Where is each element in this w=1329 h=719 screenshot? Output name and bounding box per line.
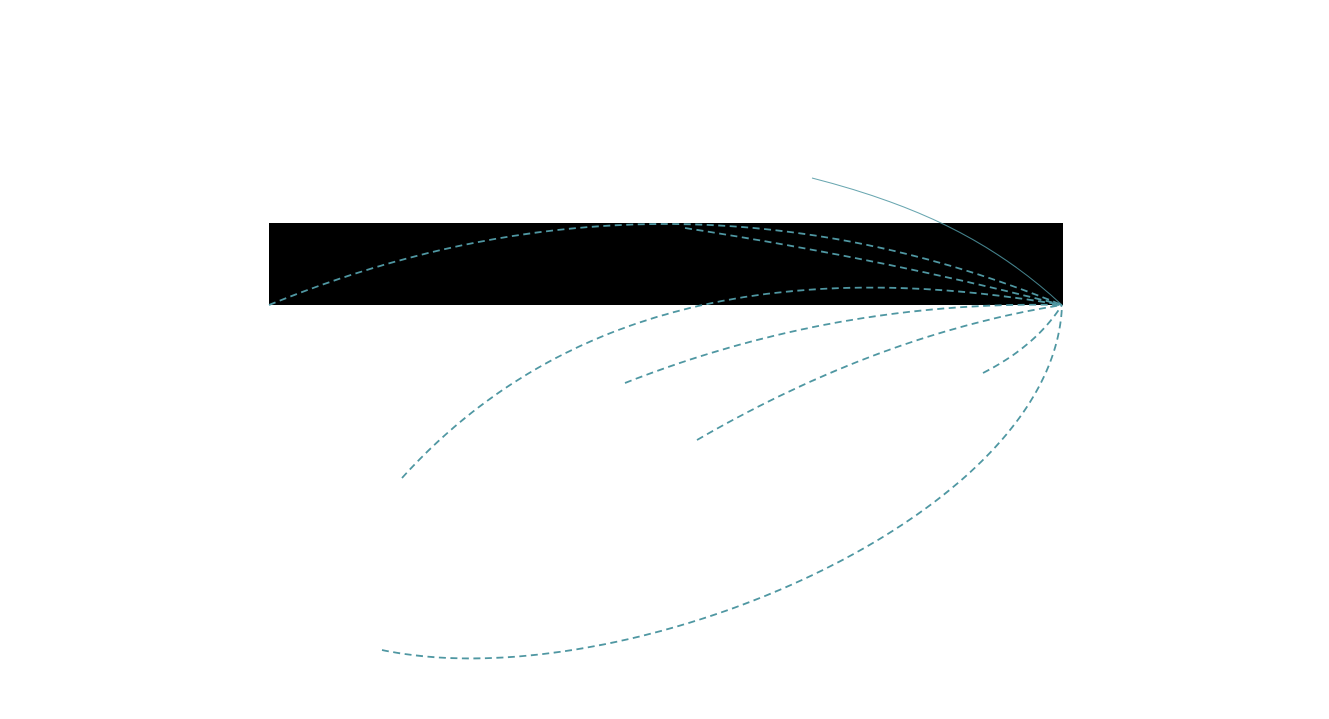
arc-bottom-long bbox=[381, 304, 1063, 660]
arc-mid-top bbox=[684, 227, 1063, 306]
arc-solid-upper bbox=[811, 177, 1063, 306]
arc-band-span bbox=[268, 223, 1063, 306]
arc-short-right bbox=[982, 304, 1063, 374]
black-band bbox=[269, 223, 1063, 305]
arc-left-lower bbox=[401, 286, 1063, 479]
arc-center-a bbox=[624, 303, 1063, 384]
